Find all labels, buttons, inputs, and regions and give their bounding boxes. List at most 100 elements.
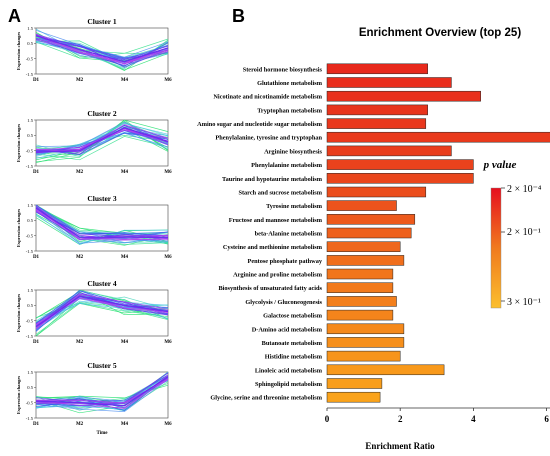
cluster-centroid-line	[35, 376, 169, 407]
pathway-label: D-Amino acid metabolism	[252, 326, 323, 333]
y-tick-label: -1.5	[26, 164, 34, 169]
cluster-title: Cluster 3	[87, 194, 116, 203]
pathway-label: Glycine, serine and threonine metabolism	[210, 395, 322, 402]
enrichment-bar	[326, 323, 405, 335]
gene-profile-line	[35, 303, 169, 337]
pathway-label: Histidine metabolism	[265, 354, 323, 361]
y-tick-label: -0.5	[26, 233, 34, 238]
cluster-centroid-line	[35, 35, 169, 63]
cluster-title: Cluster 2	[87, 109, 116, 118]
x-tick-label: M4	[121, 170, 129, 175]
gene-profile-line	[35, 204, 169, 237]
x-tick-label: D1	[33, 340, 40, 345]
pathway-label: Pentose phosphate pathway	[247, 258, 322, 265]
enrichment-bar	[326, 63, 428, 75]
pathway-label: Phenylalanine, tyrosine and tryptophan	[215, 135, 322, 142]
y-tick-label: -1.5	[26, 72, 34, 77]
x-tick-label: M6	[164, 170, 172, 175]
gene-profile-line	[35, 290, 169, 327]
cluster-3-plot: Cluster 3 1.5 0.5 -0.5 -1.5 Expression change…	[16, 194, 172, 260]
enrichment-bar	[326, 364, 445, 376]
enrichment-bar	[326, 241, 401, 252]
enrichment-bar	[326, 104, 428, 116]
enrichment-bar	[326, 378, 383, 389]
y-tick-label: -0.5	[26, 56, 34, 61]
y-tick-label: -1.5	[26, 416, 34, 421]
enrichment-bar	[326, 214, 416, 225]
x-axis-label: Time	[96, 431, 108, 436]
panel-a-cluster-profiles: Cluster 1 1.5 0.5 -0.5 -1.5 Expression change…	[16, 17, 172, 436]
cluster-title: Cluster 5	[87, 361, 116, 370]
legend-title: p value	[483, 159, 517, 171]
enrichment-bar	[326, 131, 550, 143]
pathway-label: Biosynthesis of unsaturated fatty acids	[218, 285, 322, 292]
pathway-label: Tyrosine metabolism	[266, 203, 323, 210]
gene-profile-line	[35, 122, 169, 150]
pathway-label: Nicotinate and nicotinamide metabolism	[213, 94, 322, 101]
pathway-label: beta-Alanine metabolism	[255, 231, 323, 238]
cluster-centroid-line	[35, 207, 168, 238]
enrichment-bar	[326, 90, 481, 102]
cluster-plot-frame	[35, 371, 169, 419]
y-axis-label: Expression changes	[16, 124, 21, 163]
gene-profile-line	[35, 300, 169, 330]
enrichment-bar	[326, 159, 474, 170]
cluster-2-plot: Cluster 2 1.5 0.5 -0.5 -1.5 Expression change…	[16, 109, 172, 175]
enrichment-bar	[326, 255, 405, 266]
y-tick-label: -1.5	[26, 249, 34, 254]
y-tick-label: 0.5	[27, 133, 33, 138]
enrichment-bar	[326, 268, 394, 280]
gene-profile-line	[35, 38, 169, 66]
pathway-label: Glycolysis / Gluconeogenesis	[245, 299, 322, 306]
x-tick-label: M6	[164, 255, 172, 260]
enrichment-bar	[326, 77, 452, 88]
pathway-label: Starch and sucrose metabolism	[238, 190, 322, 197]
legend-label-top: 2 × 10⁻⁴	[507, 184, 542, 195]
panel-b-label: B	[232, 6, 245, 26]
y-tick-label: 0.5	[27, 385, 33, 390]
y-tick-label: 1.5	[27, 203, 33, 208]
x-tick-label: M4	[121, 255, 129, 260]
x-tick-label: M2	[76, 422, 84, 427]
y-tick-label: -0.5	[26, 400, 34, 405]
x-tick-label: M2	[76, 170, 84, 175]
x-tick-label: 4	[471, 414, 476, 424]
cluster-plot-frame	[35, 289, 169, 337]
pathway-label: Glutathione metabolism	[257, 80, 323, 87]
enrichment-bar	[326, 391, 381, 403]
cluster-centroid-line	[35, 295, 169, 328]
pathway-label: Taurine and hypotaurine metabolism	[222, 176, 323, 183]
enrichment-x-axis-label: Enrichment Ratio	[365, 441, 435, 451]
pathway-label: Arginine biosynthesis	[264, 148, 322, 155]
y-tick-label: 0.5	[27, 303, 33, 308]
enrichment-bar	[326, 309, 394, 321]
gene-profile-line	[35, 302, 169, 335]
y-axis-label: Expression changes	[16, 209, 21, 248]
enrichment-bar	[326, 282, 394, 293]
x-tick-label: M4	[121, 340, 129, 345]
y-tick-label: 1.5	[27, 118, 33, 123]
y-tick-label: -0.5	[26, 318, 34, 323]
x-tick-label: 0	[325, 414, 330, 424]
x-tick-label: M4	[121, 78, 129, 83]
x-tick-label: M2	[76, 255, 84, 260]
x-tick-label: M2	[76, 340, 84, 345]
pathway-label: Butanoate metabolism	[262, 340, 323, 347]
enrichment-bar	[326, 296, 397, 307]
gene-profile-line	[35, 34, 169, 63]
panel-b-enrichment-chart: Enrichment Overview (top 25) Enrichment …	[197, 27, 550, 451]
gene-profile-line	[35, 33, 169, 67]
y-axis-label: Expression changes	[16, 294, 21, 333]
y-axis-label: Expression changes	[16, 376, 21, 415]
x-tick-label: 2	[398, 414, 403, 424]
pathway-label: Arginine and proline metabolism	[233, 272, 323, 279]
cluster-title: Cluster 1	[87, 17, 116, 26]
pathway-label: Steroid hormone biosynthesis	[243, 66, 323, 73]
enrichment-bar	[326, 173, 474, 184]
gene-profile-line	[35, 210, 169, 244]
enrichment-title: Enrichment Overview (top 25)	[359, 27, 521, 39]
cluster-title: Cluster 4	[87, 279, 116, 288]
enrichment-bar	[326, 145, 452, 157]
x-tick-label: M6	[164, 78, 172, 83]
